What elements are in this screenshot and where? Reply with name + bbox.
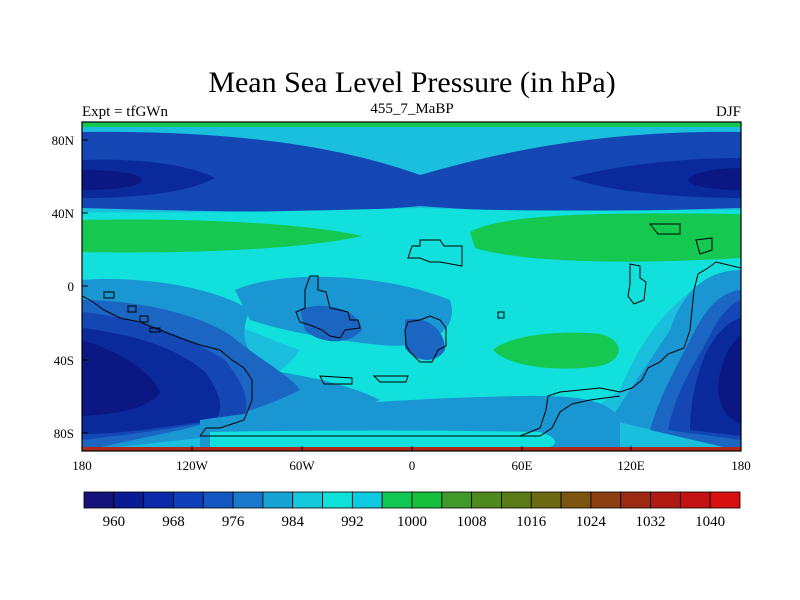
- colorbar-label-1040: 1040: [695, 514, 725, 530]
- lon-axis: 180 120W 60W 0 60E 120E 180: [72, 446, 751, 473]
- field-964-south-west: [82, 340, 160, 416]
- colorbar-label-1032: 1032: [636, 514, 666, 530]
- coast-north-america: [407, 239, 463, 267]
- colorbar-box-7: [292, 491, 323, 509]
- colorbar-box-21: [709, 491, 741, 509]
- coast-island-5: [319, 375, 353, 385]
- field-980-north: [82, 131, 741, 212]
- coast-island-1: [103, 291, 115, 299]
- season-label: DJF: [716, 104, 741, 120]
- field-972-north-east: [570, 158, 741, 198]
- coast-antarctica: [82, 295, 253, 437]
- colorbar-label-1008: 1008: [457, 514, 487, 530]
- colorbar-label-984: 984: [281, 514, 304, 530]
- colorbar-box-6: [262, 491, 294, 509]
- colorbar-box-4: [202, 491, 234, 509]
- lon-label-120w: 120W: [176, 458, 209, 473]
- colorbar-box-9: [351, 491, 383, 509]
- colorbar: 960 968 976 984 992 1000 1008 1016 1024 1032 1040: [83, 491, 741, 530]
- field-green-strip-top: [82, 122, 741, 127]
- colorbar-box-10: [381, 491, 413, 509]
- colorbar-label-992: 992: [341, 514, 364, 530]
- lon-label-180w: 180: [72, 458, 92, 473]
- expt-label: Expt = tfGWn: [82, 104, 168, 120]
- run-label: 455_7_MaBP: [370, 101, 453, 117]
- coast-island-6: [372, 375, 409, 383]
- colorbar-box-19: [650, 491, 681, 509]
- coast-island-4: [149, 327, 161, 333]
- field-988-atlantic: [405, 318, 445, 360]
- colorbar-box-2: [143, 491, 174, 509]
- pressure-map: [82, 122, 741, 451]
- lat-label-80n: 80N: [52, 133, 75, 148]
- colorbar-box-0: [83, 491, 115, 509]
- colorbar-box-8: [322, 491, 353, 509]
- coast-antarctic-shelf: [200, 395, 621, 437]
- colorbar-label-976: 976: [222, 514, 245, 530]
- lat-label-0: 0: [68, 279, 75, 294]
- coast-island-3: [139, 315, 149, 323]
- lon-label-120e: 120E: [617, 458, 645, 473]
- colorbar-box-5: [232, 491, 264, 509]
- coast-island-9: [695, 237, 713, 255]
- field-988-mid-south: [300, 305, 362, 342]
- colorbar-box-18: [620, 491, 651, 509]
- colorbar-box-12: [441, 491, 473, 509]
- coast-australia: [627, 263, 647, 305]
- colorbar-box-11: [411, 491, 443, 509]
- colorbar-box-17: [590, 491, 622, 509]
- colorbar-label-960: 960: [103, 514, 126, 530]
- coast-island-7: [497, 311, 505, 319]
- coast-east-antarctic-margin: [519, 261, 741, 437]
- field-1008-south-atlantic: [493, 332, 619, 369]
- coast-south-america: [295, 275, 361, 339]
- coast-africa: [404, 315, 447, 363]
- colorbar-label-1024: 1024: [576, 514, 607, 530]
- coast-island-8: [648, 223, 681, 235]
- colorbar-box-16: [560, 491, 592, 509]
- field-964-north-east: [688, 168, 741, 190]
- colorbar-label-968: 968: [162, 514, 185, 530]
- lat-label-40s: 40S: [54, 353, 74, 368]
- colorbar-label-1000: 1000: [397, 514, 427, 530]
- lat-axis: 80N 40N 0 40S 80S: [52, 133, 88, 441]
- coastlines: [82, 223, 741, 437]
- colorbar-labels: 960 968 976 984 992 1000 1008 1016 1024 1032 1040: [103, 514, 726, 530]
- lat-label-80s: 80S: [54, 426, 74, 441]
- field-1008-north-pacific: [82, 219, 362, 253]
- lon-label-0: 0: [409, 458, 416, 473]
- colorbar-box-3: [173, 491, 204, 509]
- colorbar-boxes: [83, 491, 741, 509]
- lat-label-40n: 40N: [52, 206, 75, 221]
- field-964-east: [718, 335, 741, 424]
- title: Mean Sea Level Pressure (in hPa): [208, 66, 615, 99]
- field-964-north-west: [82, 170, 142, 190]
- lon-label-60w: 60W: [289, 458, 315, 473]
- colorbar-box-20: [679, 491, 711, 509]
- lon-label-60e: 60E: [512, 458, 533, 473]
- coast-island-2: [127, 305, 137, 313]
- colorbar-box-13: [471, 491, 502, 509]
- colorbar-box-15: [530, 491, 562, 509]
- lon-label-180e: 180: [731, 458, 751, 473]
- field-1008-north-atlantic: [470, 213, 741, 262]
- colorbar-box-14: [501, 491, 532, 509]
- colorbar-label-1016: 1016: [516, 514, 547, 530]
- colorbar-box-1: [113, 491, 145, 509]
